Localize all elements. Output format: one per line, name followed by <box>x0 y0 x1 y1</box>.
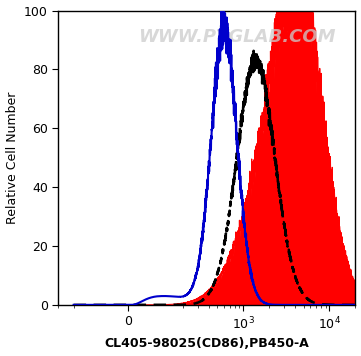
Y-axis label: Relative Cell Number: Relative Cell Number <box>5 91 18 224</box>
X-axis label: CL405-98025(CD86),PB450-A: CL405-98025(CD86),PB450-A <box>105 337 309 350</box>
Text: WWW.PTGLAB.COM: WWW.PTGLAB.COM <box>138 28 335 46</box>
